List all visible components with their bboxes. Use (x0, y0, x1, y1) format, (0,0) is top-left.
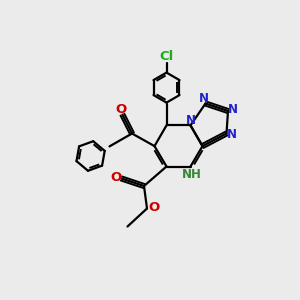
Text: O: O (115, 103, 127, 116)
Text: N: N (226, 128, 237, 141)
Text: N: N (185, 114, 196, 127)
Text: NH: NH (182, 167, 202, 181)
Text: N: N (228, 103, 238, 116)
Text: N: N (199, 92, 209, 105)
Text: Cl: Cl (159, 50, 174, 63)
Text: O: O (110, 171, 122, 184)
Text: O: O (148, 201, 159, 214)
